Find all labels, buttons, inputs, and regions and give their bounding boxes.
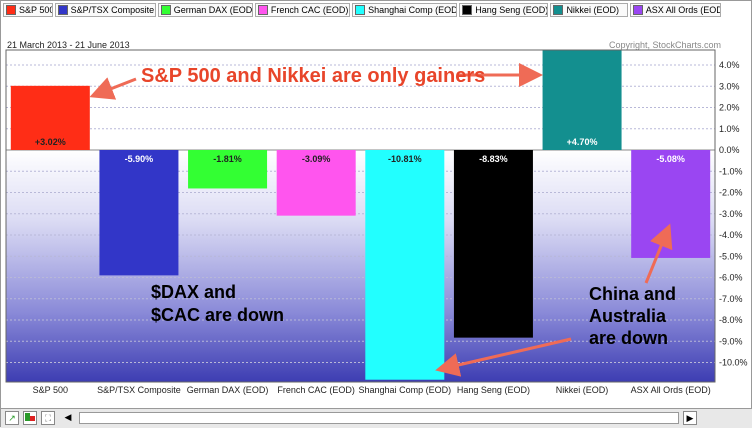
bar xyxy=(99,150,179,276)
legend: S&P 500 S&P/TSX Composite German DAX (EOD)… xyxy=(3,3,721,19)
bar xyxy=(542,50,622,150)
horizontal-scrollbar[interactable] xyxy=(79,412,679,424)
legend-label: German DAX (EOD) xyxy=(173,5,253,15)
x-tick-label: S&P/TSX Composite xyxy=(97,385,181,395)
data-label: -3.09% xyxy=(302,154,331,164)
legend-label: ASX All Ords (EOD) xyxy=(645,5,721,15)
y-tick-label: -4.0% xyxy=(719,230,743,240)
legend-item[interactable]: Hang Seng (EOD) xyxy=(459,3,549,17)
annotation-arrow xyxy=(435,337,572,377)
y-tick-label: 2.0% xyxy=(719,103,740,113)
y-tick-label: -8.0% xyxy=(719,315,743,325)
y-tick-label: -2.0% xyxy=(719,188,743,198)
annotation-arrow xyxy=(644,223,673,284)
annotation-gainers: S&P 500 and Nikkei are only gainers xyxy=(141,65,486,87)
data-label: -10.81% xyxy=(388,154,422,164)
bar xyxy=(453,150,533,338)
data-label: -1.81% xyxy=(213,154,242,164)
data-label: -5.90% xyxy=(125,154,154,164)
bar-style-icon[interactable] xyxy=(23,411,37,425)
legend-label: Hang Seng (EOD) xyxy=(475,5,549,15)
y-tick-label: -3.0% xyxy=(719,209,743,219)
data-label: +3.02% xyxy=(35,137,66,147)
y-tick-label: -6.0% xyxy=(719,273,743,283)
bar xyxy=(631,150,711,258)
annotation-china-australia: China and Australia are down xyxy=(589,283,676,349)
legend-swatch xyxy=(355,5,366,15)
legend-item[interactable]: German DAX (EOD) xyxy=(157,3,253,17)
legend-swatch xyxy=(553,5,564,15)
scroll-left-icon[interactable]: ◀ xyxy=(64,412,72,422)
bar-chart: 4.0% 3.0% 2.0% 1.0% 0.0% -1.0% -2.0% -3.0% -4.0%… xyxy=(5,49,748,395)
y-tick-label: 1.0% xyxy=(719,124,740,134)
bar xyxy=(10,85,90,150)
data-label: +4.70% xyxy=(567,137,598,147)
annotation-dax-cac: $DAX and $CAC are down xyxy=(151,281,284,327)
annotation-arrow xyxy=(89,77,137,100)
y-tick-label: -7.0% xyxy=(719,294,743,304)
date-range: 21 March 2013 - 21 June 2013 xyxy=(7,40,130,50)
legend-item[interactable]: S&P 500 xyxy=(3,3,53,17)
y-tick-label: -5.0% xyxy=(719,251,743,261)
legend-swatch xyxy=(257,5,268,15)
scroll-right-icon[interactable]: ▶ xyxy=(683,411,697,425)
legend-item[interactable]: Shanghai Comp (EOD) xyxy=(352,3,458,17)
bar xyxy=(188,150,268,189)
legend-swatch xyxy=(462,5,473,15)
bar xyxy=(365,150,445,380)
legend-item[interactable]: ASX All Ords (EOD) xyxy=(629,3,721,17)
legend-label: Shanghai Comp (EOD) xyxy=(368,5,458,15)
bottom-toolbar: ↗ ⛶ ◀ ▶ xyxy=(1,408,752,428)
data-label: -8.83% xyxy=(479,154,508,164)
legend-label: S&P 500 xyxy=(19,5,53,15)
y-tick-label: -1.0% xyxy=(719,166,743,176)
legend-swatch xyxy=(6,5,16,15)
y-tick-label: 0.0% xyxy=(719,145,740,155)
legend-swatch xyxy=(57,5,68,15)
legend-label: Nikkei (EOD) xyxy=(566,5,619,15)
annotation-line: $DAX and xyxy=(151,282,237,302)
x-tick-label: German DAX (EOD) xyxy=(187,385,269,395)
line-chart-icon[interactable]: ↗ xyxy=(5,411,19,425)
legend-item[interactable]: Nikkei (EOD) xyxy=(550,3,628,17)
annotation-line: $CAC are down xyxy=(151,305,285,325)
legend-item[interactable]: French CAC (EOD) xyxy=(254,3,351,17)
annotation-line: are down xyxy=(589,328,669,348)
x-tick-label: Hang Seng (EOD) xyxy=(457,385,530,395)
annotation-line: Australia xyxy=(589,306,667,326)
copyright: Copyright, StockCharts.com xyxy=(609,40,722,50)
legend-label: French CAC (EOD) xyxy=(270,5,349,15)
y-tick-label: -10.0% xyxy=(719,358,748,368)
legend-swatch xyxy=(632,5,643,15)
legend-swatch xyxy=(160,5,171,15)
legend-label: S&P/TSX Composite xyxy=(70,5,155,15)
x-tick-label: S&P 500 xyxy=(33,385,68,395)
legend-item[interactable]: S&P/TSX Composite xyxy=(54,3,156,17)
data-label: -5.08% xyxy=(656,154,685,164)
y-tick-label: -9.0% xyxy=(719,336,743,346)
y-tick-label: 4.0% xyxy=(719,60,740,70)
y-tick-label: 3.0% xyxy=(719,81,740,91)
x-tick-label: French CAC (EOD) xyxy=(277,385,355,395)
bar xyxy=(276,150,356,216)
expand-icon[interactable]: ⛶ xyxy=(41,411,55,425)
x-tick-label: ASX All Ords (EOD) xyxy=(631,385,711,395)
x-tick-label: Nikkei (EOD) xyxy=(556,385,609,395)
x-tick-label: Shanghai Comp (EOD) xyxy=(359,385,452,395)
annotation-line: China and xyxy=(589,284,677,304)
